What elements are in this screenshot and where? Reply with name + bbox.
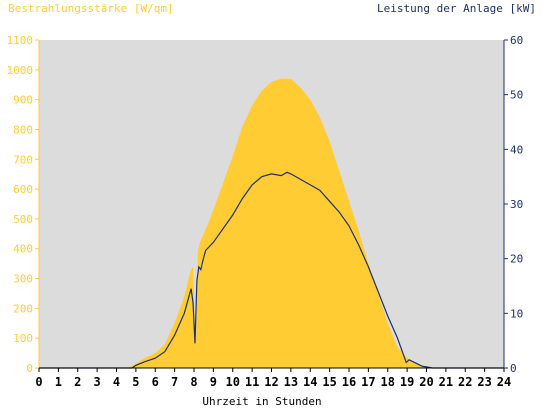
x-tick-label: 17: [361, 375, 375, 389]
x-axis-title: Uhrzeit in Stunden: [202, 395, 321, 408]
right-tick-label: 30: [510, 198, 523, 211]
x-tick-label: 8: [190, 375, 197, 389]
x-tick-label: 12: [264, 375, 278, 389]
x-tick-label: 6: [152, 375, 159, 389]
x-tick-label: 21: [439, 375, 453, 389]
x-tick-label: 0: [35, 375, 42, 389]
left-tick-label: 800: [13, 123, 33, 136]
x-tick-label: 20: [419, 375, 433, 389]
x-tick-label: 3: [94, 375, 101, 389]
left-tick-label: 900: [13, 94, 33, 107]
series-layer: [39, 78, 504, 369]
x-tick-label: 15: [322, 375, 336, 389]
x-tick-label: 22: [458, 375, 472, 389]
x-tick-label: 18: [381, 375, 395, 389]
x-tick-label: 4: [113, 375, 120, 389]
left-tick-label: 0: [26, 362, 33, 375]
left-tick-label: 400: [13, 243, 33, 256]
x-tick-label: 2: [74, 375, 81, 389]
ticks-layer: 0100200300400500600700800900100011000102…: [7, 34, 524, 389]
left-tick-label: 300: [13, 273, 33, 286]
left-axis-title: Bestrahlungsstärke [W/qm]: [8, 2, 174, 15]
right-tick-label: 60: [510, 34, 523, 47]
right-tick-label: 0: [510, 362, 517, 375]
x-tick-label: 11: [245, 375, 259, 389]
irradiance-area: [39, 78, 504, 369]
x-tick-label: 13: [284, 375, 298, 389]
left-tick-label: 500: [13, 213, 33, 226]
x-tick-label: 1: [55, 375, 62, 389]
right-axis-title: Leistung der Anlage [kW]: [377, 2, 536, 15]
right-tick-label: 10: [510, 307, 523, 320]
right-tick-label: 40: [510, 143, 523, 156]
x-tick-label: 16: [342, 375, 356, 389]
x-tick-label: 7: [171, 375, 178, 389]
x-tick-label: 24: [497, 375, 511, 389]
left-tick-label: 1000: [7, 64, 34, 77]
x-tick-label: 19: [400, 375, 414, 389]
x-tick-label: 9: [210, 375, 217, 389]
left-tick-label: 200: [13, 302, 33, 315]
right-tick-label: 50: [510, 89, 523, 102]
x-tick-label: 14: [303, 375, 317, 389]
right-tick-label: 20: [510, 253, 523, 266]
x-tick-label: 10: [226, 375, 240, 389]
left-tick-label: 100: [13, 332, 33, 345]
left-tick-label: 1100: [7, 34, 34, 47]
left-tick-label: 700: [13, 153, 33, 166]
power-line: [39, 171, 504, 369]
x-tick-label: 5: [132, 375, 139, 389]
left-tick-label: 600: [13, 183, 33, 196]
x-tick-label: 23: [477, 375, 491, 389]
